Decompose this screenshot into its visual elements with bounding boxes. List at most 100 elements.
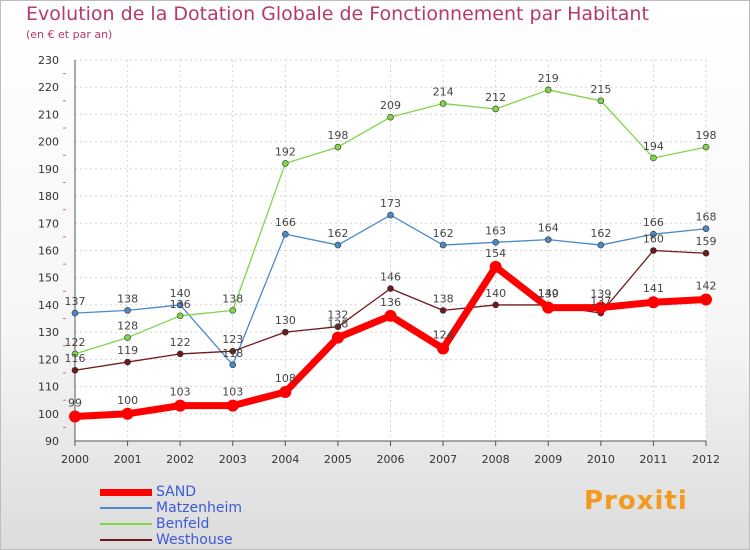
chart-subtitle: (en € et par an)	[26, 28, 113, 41]
data-label-sand: 139	[590, 288, 611, 301]
data-label-sand: 139	[538, 288, 559, 301]
data-label-westhouse: 132	[327, 309, 348, 322]
x-tick-label: 2000	[61, 453, 89, 466]
legend-swatch	[100, 507, 152, 509]
data-label-westhouse: 140	[538, 287, 559, 300]
data-label-benfeld: 136	[170, 298, 191, 311]
y-tick-label: 160	[38, 245, 59, 258]
data-point-westhouse	[71, 366, 79, 374]
data-point-westhouse	[650, 247, 657, 254]
data-point-benfeld	[229, 307, 237, 314]
data-label-sand: 142	[696, 279, 717, 292]
data-point-sand	[594, 301, 607, 314]
y-tick-label: 130	[38, 326, 59, 339]
data-label-benfeld: 198	[696, 129, 717, 142]
data-label-matzenheim: 173	[380, 197, 401, 210]
y-tick-label: 90	[45, 435, 59, 448]
x-tick-label: 2007	[429, 453, 457, 466]
x-tick-label: 2001	[114, 453, 142, 466]
data-label-sand: 100	[117, 394, 138, 407]
legend-swatch	[100, 523, 152, 525]
data-point-matzenheim	[176, 301, 184, 309]
data-point-sand	[437, 342, 450, 355]
y-tick-label: 180	[38, 190, 59, 203]
data-label-benfeld: 138	[222, 292, 243, 305]
y-tick-label: 170	[38, 217, 59, 230]
data-label-westhouse: 138	[433, 292, 454, 305]
data-point-westhouse	[229, 347, 237, 355]
x-tick-label: 2011	[639, 453, 667, 466]
x-tick-label: 2008	[482, 453, 510, 466]
data-label-westhouse: 159	[696, 235, 717, 248]
data-label-matzenheim: 168	[696, 211, 717, 224]
data-point-sand	[700, 293, 712, 306]
data-label-sand: 103	[222, 386, 243, 399]
data-point-matzenheim	[597, 241, 605, 249]
data-label-matzenheim: 166	[275, 216, 296, 229]
data-point-benfeld	[492, 105, 499, 113]
data-label-westhouse: 160	[643, 233, 664, 246]
data-point-matzenheim	[650, 230, 657, 238]
logo-text: Proxiti	[584, 486, 688, 516]
data-label-matzenheim: 166	[643, 216, 664, 229]
data-point-benfeld	[387, 113, 394, 121]
data-point-matzenheim	[124, 307, 131, 314]
data-label-matzenheim: 140	[170, 287, 191, 300]
y-tick-label: 150	[38, 272, 59, 285]
legend-swatch	[100, 539, 152, 541]
data-label-benfeld: 212	[485, 91, 506, 104]
x-tick-label: 2012	[692, 453, 720, 466]
data-label-benfeld: 128	[117, 320, 138, 333]
data-label-westhouse: 122	[170, 336, 191, 349]
x-tick-label: 2005	[324, 453, 352, 466]
data-point-sand	[69, 410, 81, 423]
data-point-matzenheim	[387, 211, 394, 219]
legend-label: Matzenheim	[156, 500, 242, 516]
data-label-sand: 108	[275, 372, 296, 385]
data-point-westhouse	[176, 350, 184, 358]
data-label-sand: 128	[327, 318, 348, 331]
data-label-sand: 154	[485, 247, 506, 260]
data-point-sand	[279, 386, 292, 399]
data-point-westhouse	[124, 358, 131, 366]
data-label-benfeld: 192	[275, 145, 296, 158]
data-label-sand: 99	[68, 397, 82, 410]
data-point-benfeld	[702, 143, 710, 151]
data-point-sand	[331, 331, 344, 344]
x-tick-label: 2010	[587, 453, 615, 466]
data-label-matzenheim: 162	[590, 227, 611, 240]
x-tick-label: 2006	[377, 453, 405, 466]
data-point-matzenheim	[492, 239, 499, 246]
data-point-benfeld	[597, 97, 605, 105]
data-label-sand: 141	[643, 282, 664, 295]
x-tick-label: 2009	[534, 453, 562, 466]
data-label-benfeld: 214	[433, 86, 454, 99]
y-tick-label: 230	[38, 54, 59, 67]
y-tick-label: 100	[38, 408, 59, 421]
data-label-sand: 124	[433, 328, 454, 341]
data-point-benfeld	[282, 160, 289, 167]
data-point-westhouse	[492, 301, 499, 309]
data-point-benfeld	[334, 143, 342, 151]
y-tick-label: 200	[38, 136, 59, 149]
data-point-westhouse	[387, 285, 394, 292]
data-label-matzenheim: 162	[433, 227, 454, 240]
legend-label: Benfeld	[156, 516, 210, 532]
data-point-matzenheim	[282, 230, 289, 238]
data-label-westhouse: 119	[117, 344, 138, 357]
data-label-matzenheim: 162	[327, 227, 348, 240]
data-label-westhouse: 123	[222, 333, 243, 346]
data-label-benfeld: 198	[327, 129, 348, 142]
data-point-sand	[489, 260, 502, 273]
data-label-benfeld: 219	[538, 72, 559, 85]
data-point-matzenheim	[71, 309, 79, 317]
y-tick-label: 110	[38, 381, 59, 394]
data-point-sand	[384, 309, 397, 322]
data-point-matzenheim	[229, 361, 237, 369]
y-tick-label: 210	[38, 108, 59, 121]
data-point-matzenheim	[544, 236, 552, 243]
data-label-benfeld: 122	[65, 336, 86, 349]
legend-label: Westhouse	[156, 532, 233, 548]
data-label-sand: 103	[170, 386, 191, 399]
